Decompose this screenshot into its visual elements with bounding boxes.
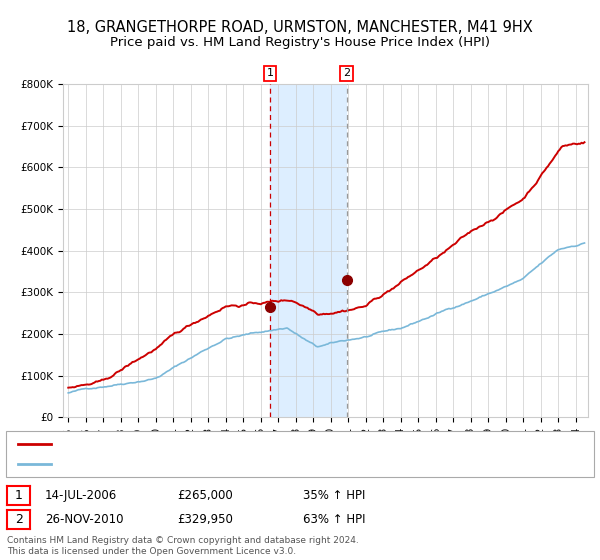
Text: 35% ↑ HPI: 35% ↑ HPI <box>303 489 365 502</box>
Text: £329,950: £329,950 <box>177 513 233 526</box>
Text: £265,000: £265,000 <box>177 489 233 502</box>
Text: 26-NOV-2010: 26-NOV-2010 <box>45 513 124 526</box>
Text: 1: 1 <box>14 489 23 502</box>
Text: Price paid vs. HM Land Registry's House Price Index (HPI): Price paid vs. HM Land Registry's House … <box>110 36 490 49</box>
Text: 14-JUL-2006: 14-JUL-2006 <box>45 489 117 502</box>
Text: 2: 2 <box>343 68 350 78</box>
Text: HPI: Average price, semi-detached house, Trafford: HPI: Average price, semi-detached house,… <box>57 459 337 469</box>
Text: 2: 2 <box>14 513 23 526</box>
Text: 63% ↑ HPI: 63% ↑ HPI <box>303 513 365 526</box>
Text: 1: 1 <box>266 68 274 78</box>
Text: 18, GRANGETHORPE ROAD, URMSTON, MANCHESTER, M41 9HX: 18, GRANGETHORPE ROAD, URMSTON, MANCHEST… <box>67 20 533 35</box>
Bar <box>270 84 346 417</box>
Text: Contains HM Land Registry data © Crown copyright and database right 2024.
This d: Contains HM Land Registry data © Crown c… <box>7 536 359 556</box>
Text: 18, GRANGETHORPE ROAD, URMSTON, MANCHESTER, M41 9HX (semi-detached house): 18, GRANGETHORPE ROAD, URMSTON, MANCHEST… <box>57 439 545 449</box>
